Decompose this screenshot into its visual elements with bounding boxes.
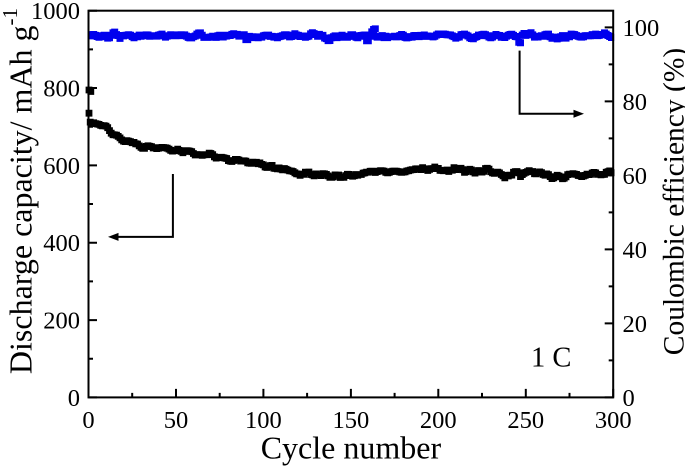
svg-text:800: 800 (43, 75, 80, 102)
svg-text:250: 250 (507, 407, 544, 434)
svg-text:150: 150 (333, 407, 370, 434)
svg-text:200: 200 (43, 308, 80, 335)
svg-text:20: 20 (623, 311, 648, 338)
svg-text:100: 100 (623, 15, 660, 42)
svg-text:Coulombic efficiency (%): Coulombic efficiency (%) (659, 48, 685, 355)
svg-text:0: 0 (68, 385, 80, 412)
svg-text:300: 300 (595, 407, 632, 434)
svg-text:50: 50 (164, 407, 189, 434)
svg-text:Discharge capacity/ mAh g-1: Discharge capacity/ mAh g-1 (0, 8, 39, 374)
svg-text:100: 100 (245, 407, 282, 434)
svg-text:60: 60 (623, 163, 648, 190)
svg-text:80: 80 (623, 89, 648, 116)
svg-text:40: 40 (623, 237, 648, 264)
svg-text:1000: 1000 (31, 0, 80, 25)
svg-text:400: 400 (43, 230, 80, 257)
svg-text:Cycle number: Cycle number (261, 430, 442, 466)
svg-text:1 C: 1 C (531, 342, 571, 373)
svg-text:200: 200 (420, 407, 457, 434)
svg-text:0: 0 (623, 385, 635, 412)
svg-text:600: 600 (43, 153, 80, 180)
svg-text:0: 0 (82, 407, 94, 434)
